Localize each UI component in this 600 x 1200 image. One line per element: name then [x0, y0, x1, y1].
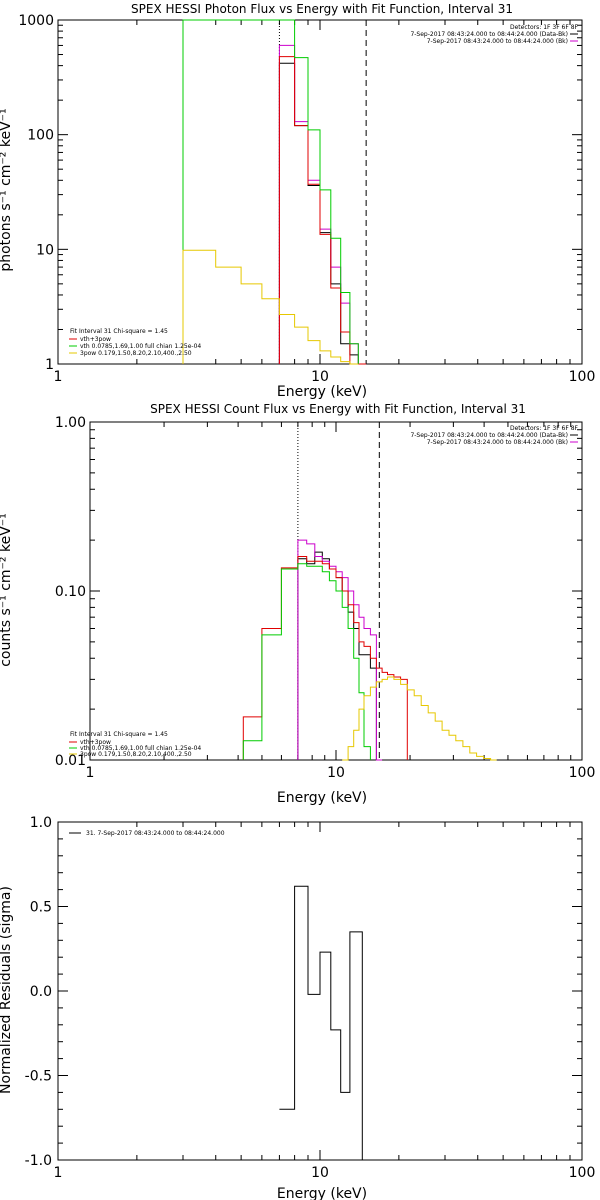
legend-entry: 31. 7-Sep-2017 08:43:24.000 to 08:44:24.… [86, 830, 225, 837]
x-tick-label: 1 [54, 369, 63, 385]
legend-entry: 7-Sep-2017 08:43:24.000 to 08:44:24.000 … [427, 38, 568, 45]
x-tick-label: 10 [311, 369, 329, 385]
y-tick-label: 0.0 [30, 984, 52, 1000]
series-2-line [278, 56, 367, 365]
x-tick-label: 1 [86, 765, 95, 781]
series-3-line [182, 19, 359, 364]
count-detectors-label: Detectors: 1F 3F 6F 8F [510, 425, 579, 432]
series-0-line [278, 62, 367, 365]
photon-flux-panel: SPEX HESSI Photon Flux vs Energy with Fi… [0, 2, 595, 400]
photon-legend-header: Fit Interval 31 Chi-square = 1.45 [70, 328, 168, 335]
legend-entry: 7-Sep-2017 08:43:24.000 to 08:44:24.000 … [427, 439, 568, 446]
y-tick-label: -0.5 [25, 1069, 52, 1085]
residuals-y-axis-label: Normalized Residuals (sigma) [0, 886, 14, 1094]
count-x-axis-label: Energy (keV) [277, 790, 367, 806]
y-tick-label: 100 [27, 128, 54, 144]
legend-entry: 3pow 0.179,1.50,8.20,2.10,400.,2.50 [80, 350, 192, 357]
legend-entry: vth 0.0785,1.69,1.00 full chian 1.25e-04 [80, 343, 201, 350]
residuals-legend: 31. 7-Sep-2017 08:43:24.000 to 08:44:24.… [69, 830, 225, 837]
x-tick-label: 10 [311, 1165, 329, 1181]
count-legend-left: Fit Interval 31 Chi-square = 1.45 vth+3p… [69, 731, 201, 758]
residuals-panel: Energy (keV) Normalized Residuals (sigma… [0, 815, 595, 1200]
residuals-plot-area: 1 10 100 -1.0 -0.5 0.0 0.5 1.0 [25, 815, 596, 1181]
photon-x-axis-label: Energy (keV) [277, 384, 367, 400]
y-tick-label: 1 [45, 357, 54, 373]
count-plot-area: 1 10 100 0.01 0.10 1.00 [55, 415, 596, 781]
x-tick-label: 100 [569, 765, 596, 781]
y-tick-label: 0.5 [30, 900, 52, 916]
photon-legend-left: Fit Interval 31 Chi-square = 1.45 vth+3p… [69, 328, 201, 357]
series-1-line [297, 539, 383, 761]
count-legend-right: Detectors: 1F 3F 6F 8F 7-Sep-2017 08:43:… [410, 425, 578, 446]
series-1-line [278, 44, 367, 365]
x-tick-label: 10 [327, 765, 345, 781]
legend-entry: 7-Sep-2017 08:43:24.000 to 08:44:24.000 … [410, 31, 568, 38]
photon-legend-right: Detectors: 1F 3F 6F 8F 7-Sep-2017 08:43:… [410, 24, 578, 45]
series-2-line [242, 556, 408, 760]
photon-chart-title: SPEX HESSI Photon Flux vs Energy with Fi… [131, 2, 513, 16]
y-tick-label: -1.0 [25, 1153, 52, 1169]
photon-y-axis-label: photons s⁻¹ cm⁻² keV⁻¹ [0, 108, 14, 271]
count-flux-panel: SPEX HESSI Count Flux vs Energy with Fit… [0, 402, 595, 806]
count-y-axis-label: counts s⁻¹ cm⁻² keV⁻¹ [0, 513, 14, 667]
y-tick-label: 0.01 [55, 753, 86, 769]
x-tick-label: 1 [54, 1165, 63, 1181]
photon-detectors-label: Detectors: 1F 3F 6F 8F [510, 24, 579, 31]
count-legend-header: Fit Interval 31 Chi-square = 1.45 [70, 731, 168, 738]
legend-entry: vth+3pow [80, 739, 111, 746]
series-3-line [242, 563, 371, 760]
count-chart-title: SPEX HESSI Count Flux vs Energy with Fit… [150, 402, 526, 416]
x-tick-label: 100 [569, 369, 596, 385]
y-tick-label: 1.00 [55, 415, 86, 431]
series-4-line [182, 249, 359, 365]
y-tick-label: 0.10 [55, 584, 86, 600]
legend-entry: vth 0.0785,1.69,1.00 full chian 1.25e-04 [80, 745, 201, 752]
series-0-line [297, 551, 383, 761]
photon-plot-area: 1 10 100 1 10 100 1000 [18, 13, 595, 385]
y-tick-label: 1000 [18, 13, 54, 29]
residuals-x-axis-label: Energy (keV) [277, 1186, 367, 1200]
series-4-line [342, 676, 497, 761]
x-tick-label: 100 [569, 1165, 596, 1181]
legend-entry: vth+3pow [80, 336, 111, 343]
series-0-line [279, 885, 363, 1160]
y-tick-label: 10 [36, 242, 54, 258]
legend-entry: 7-Sep-2017 08:43:24.000 to 08:44:24.000 … [410, 432, 568, 439]
legend-entry: 3pow 0.179,1.50,8.20,2.10,400.,2.50 [80, 751, 192, 758]
y-tick-label: 1.0 [30, 815, 52, 831]
